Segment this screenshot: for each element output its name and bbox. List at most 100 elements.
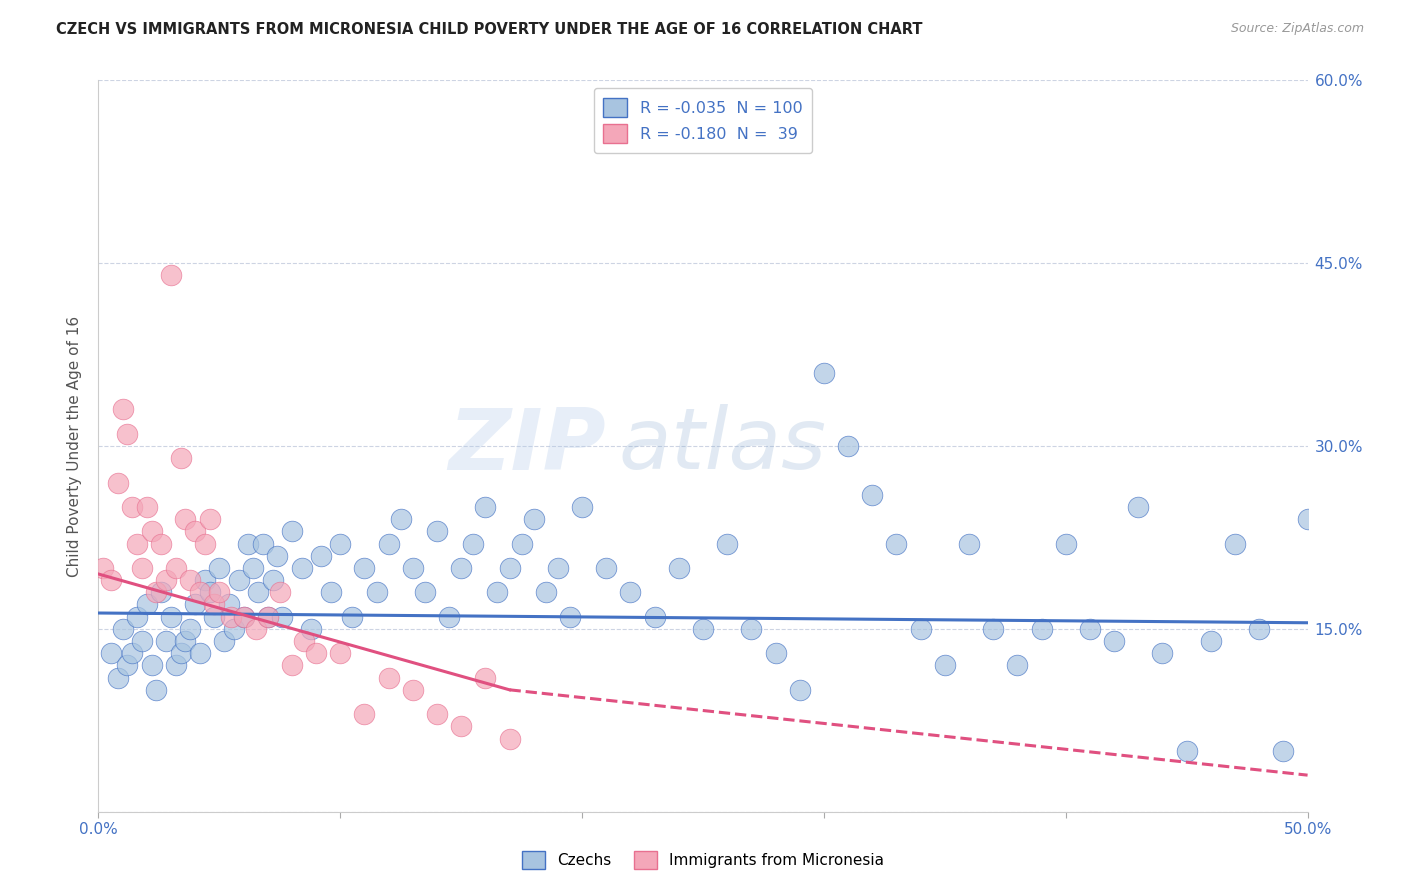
Point: [1078, 622, 1101, 636]
Point: [463, 536, 485, 550]
Point: [342, 609, 364, 624]
Point: [204, 598, 226, 612]
Point: [165, 561, 187, 575]
Point: [208, 585, 231, 599]
Point: [353, 561, 375, 575]
Point: [188, 585, 211, 599]
Point: [135, 500, 157, 514]
Point: [1175, 744, 1198, 758]
Point: [135, 598, 157, 612]
Point: [242, 561, 264, 575]
Point: [910, 622, 932, 636]
Point: [117, 426, 139, 441]
Point: [886, 536, 908, 550]
Point: [692, 622, 714, 636]
Point: [111, 622, 134, 636]
Point: [232, 609, 254, 624]
Point: [644, 609, 666, 624]
Point: [194, 573, 217, 587]
Point: [413, 585, 436, 599]
Text: Source: ZipAtlas.com: Source: ZipAtlas.com: [1230, 22, 1364, 36]
Point: [107, 671, 129, 685]
Point: [1344, 634, 1367, 648]
Point: [309, 549, 332, 563]
Point: [188, 646, 211, 660]
Point: [957, 536, 980, 550]
Point: [262, 573, 284, 587]
Point: [934, 658, 956, 673]
Point: [107, 475, 129, 490]
Point: [486, 585, 509, 599]
Point: [91, 561, 114, 575]
Point: [212, 634, 235, 648]
Point: [402, 561, 425, 575]
Point: [510, 536, 533, 550]
Point: [165, 658, 187, 673]
Point: [860, 488, 883, 502]
Point: [305, 646, 328, 660]
Point: [169, 646, 191, 660]
Point: [1272, 744, 1295, 758]
Point: [353, 707, 375, 722]
Point: [111, 402, 134, 417]
Point: [117, 658, 139, 673]
Point: [1320, 622, 1343, 636]
Point: [184, 524, 207, 539]
Point: [271, 609, 294, 624]
Point: [366, 585, 388, 599]
Point: [1102, 634, 1125, 648]
Point: [145, 682, 167, 697]
Point: [179, 573, 201, 587]
Point: [222, 622, 245, 636]
Point: [547, 561, 569, 575]
Point: [837, 439, 859, 453]
Point: [184, 598, 207, 612]
Point: [299, 622, 322, 636]
Point: [281, 658, 304, 673]
Point: [450, 561, 472, 575]
Point: [571, 500, 593, 514]
Point: [256, 609, 278, 624]
Point: [198, 585, 221, 599]
Point: [150, 536, 173, 550]
Point: [377, 671, 399, 685]
Point: [155, 573, 177, 587]
Point: [813, 366, 835, 380]
Point: [238, 536, 260, 550]
Point: [174, 512, 197, 526]
Point: [1249, 622, 1271, 636]
Point: [290, 561, 312, 575]
Point: [668, 561, 690, 575]
Point: [174, 634, 197, 648]
Point: [765, 646, 787, 660]
Point: [179, 622, 201, 636]
Point: [789, 682, 811, 697]
Point: [155, 634, 177, 648]
Point: [169, 451, 191, 466]
Point: [1031, 622, 1053, 636]
Point: [281, 524, 304, 539]
Point: [981, 622, 1004, 636]
Point: [402, 682, 425, 697]
Point: [619, 585, 641, 599]
Point: [389, 512, 412, 526]
Point: [558, 609, 581, 624]
Point: [127, 536, 149, 550]
Point: [228, 573, 250, 587]
Point: [329, 536, 352, 550]
Point: [474, 671, 496, 685]
Point: [266, 549, 288, 563]
Text: ZIP: ZIP: [449, 404, 606, 488]
Point: [232, 609, 254, 624]
Point: [523, 512, 546, 526]
Point: [1007, 658, 1029, 673]
Point: [218, 598, 240, 612]
Legend: Czechs, Immigrants from Micronesia: Czechs, Immigrants from Micronesia: [516, 845, 890, 875]
Point: [131, 634, 153, 648]
Point: [319, 585, 342, 599]
Point: [194, 536, 217, 550]
Point: [1393, 622, 1406, 636]
Point: [1369, 658, 1392, 673]
Point: [198, 512, 221, 526]
Point: [716, 536, 738, 550]
